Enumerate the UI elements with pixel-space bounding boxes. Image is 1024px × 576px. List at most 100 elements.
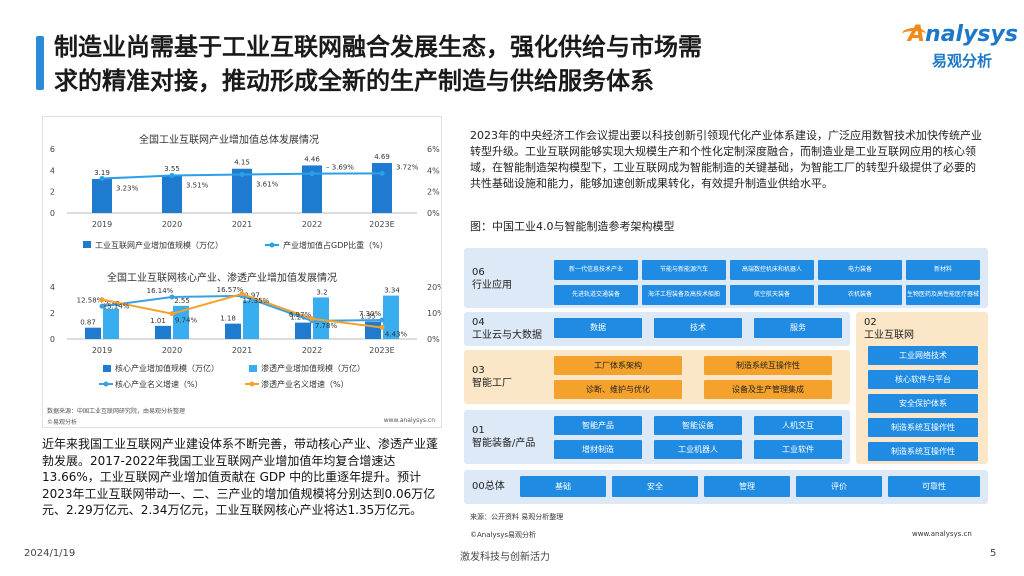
page-title: 制造业尚需基于工业互联网融合发展生态，强化供给与市场需 求的精准对接，推动形成全… bbox=[54, 30, 884, 98]
chart2-core-bar bbox=[295, 322, 311, 339]
app-biomedicine: 生物医药及高性能医疗器械 bbox=[906, 285, 980, 305]
row06-num: 06 bbox=[472, 267, 485, 278]
chart1-ytick-right: 6% bbox=[427, 145, 440, 154]
ii-network-tech: 工业网络技术 bbox=[868, 346, 978, 365]
chart2-legend-swatch-core bbox=[103, 365, 111, 372]
chart1-bar-label: 3.55 bbox=[164, 165, 180, 173]
row04-num: 04 bbox=[472, 317, 485, 328]
chart2-xtick: 2019 bbox=[92, 346, 112, 355]
chart2-title: 全国工业互联网核心产业、渗透产业增加值发展情况 bbox=[107, 273, 337, 284]
chart1-ytick-right: 4% bbox=[427, 166, 440, 175]
ii-interop-1: 制造系统互操作性 bbox=[868, 418, 978, 437]
chart2-core-label: 1.26 bbox=[290, 314, 306, 322]
chart2-core-growth-point bbox=[169, 294, 175, 300]
page-title-line-1: 制造业尚需基于工业互联网融合发展生态，强化供给与市场需 bbox=[54, 33, 702, 61]
chart2-penetration-bar bbox=[243, 300, 259, 339]
overall-evaluation: 评价 bbox=[796, 476, 882, 497]
chart2-penetration-label: 3.2 bbox=[316, 288, 327, 296]
row-smart-factory: 03 智能工厂 工厂体系架构 制造系统互操作性 诊断、维护与优化 设备及生产管理… bbox=[464, 350, 850, 404]
chart2-core-growth-label: 16.14% bbox=[147, 287, 174, 295]
chart1-bar bbox=[302, 165, 322, 213]
chart1-xtick: 2020 bbox=[162, 220, 182, 229]
row06-label: 06 行业应用 bbox=[472, 266, 512, 292]
equip-smart-device: 智能设备 bbox=[654, 416, 742, 435]
analysys-logo: Analysys 易观分析 bbox=[902, 22, 1018, 76]
chart2-core-growth-label: 7.30% bbox=[359, 310, 382, 318]
chart1-legend-bar: 工业互联网产业增加值规模（万亿） bbox=[95, 240, 223, 250]
chart1-ytick-left: 4 bbox=[50, 166, 55, 175]
row01-num: 01 bbox=[472, 425, 485, 436]
chart1-ytick-left: 2 bbox=[50, 188, 55, 197]
chart2-xtick: 2022 bbox=[302, 346, 322, 355]
architecture-source: 来源：公开资料 易观分析整理 bbox=[470, 513, 564, 521]
chart1-bar-label: 4.15 bbox=[234, 159, 250, 167]
chart2-legend-penetration: 渗透产业增加值规模（万亿） bbox=[261, 363, 365, 373]
overall-security: 安全 bbox=[612, 476, 698, 497]
chart2-xtick: 2020 bbox=[162, 346, 182, 355]
chart-source: 数据来源：中国工业互联网研究院，由易观分析整理 bbox=[47, 408, 186, 415]
page-number: 5 bbox=[990, 548, 997, 559]
chart1-gdp-point bbox=[309, 171, 315, 177]
equip-hci: 人机交互 bbox=[754, 416, 842, 435]
chart2-penetration-growth-point bbox=[309, 316, 315, 322]
row02-text: 工业互联网 bbox=[864, 330, 914, 341]
overall-reliability: 可靠性 bbox=[888, 476, 980, 497]
architecture-copyright: ©Analysys易观分析 bbox=[470, 531, 537, 539]
chart1-gdp-point bbox=[239, 171, 245, 177]
app-new-materials: 新材料 bbox=[906, 260, 980, 280]
equip-software: 工业软件 bbox=[754, 440, 842, 459]
row02-label: 02 工业互联网 bbox=[864, 316, 914, 342]
chart2-legend-penetration-growth: 渗透产业名义增速（%） bbox=[261, 379, 349, 389]
chart2-penetration-growth-label: 7.78% bbox=[315, 322, 338, 330]
app-new-energy-vehicles: 节能与新能源汽车 bbox=[642, 260, 726, 280]
chart1-bar-label: 4.46 bbox=[304, 155, 320, 163]
left-paragraph: 近年来我国工业互联网产业建设体系不断完善，带动核心产业、渗透产业蓬勃发展。201… bbox=[42, 437, 439, 517]
architecture-website: www.analysys.cn bbox=[912, 530, 972, 538]
chart1-bar-label: 4.69 bbox=[374, 153, 390, 161]
chart1-legend-swatch-dot bbox=[269, 242, 275, 248]
chart2-xtick: 2023E bbox=[369, 346, 394, 355]
footer-date: 2024/1/19 bbox=[24, 548, 76, 559]
app-cnc-robots: 高端数控机床和机器人 bbox=[730, 260, 814, 280]
chart2-svg: 0 2 4 0% 10% 20% 0.87 2.32 2019 1.01 2.55 2020 1.18 2… bbox=[50, 283, 441, 389]
ii-core-software: 核心软件与平台 bbox=[868, 370, 978, 389]
footer-slogan: 激发科技与创新活力 bbox=[460, 552, 550, 563]
chart2-penetration-label: 2.97 bbox=[244, 291, 260, 299]
chart1-svg: 0 2 4 6 0% 2% 4% 6% 3.19 2019 3.55 2020 4.15 2021 4.46… bbox=[50, 145, 440, 250]
chart2-ytick-left: 0 bbox=[50, 335, 55, 344]
chart2-legend-core: 核心产业增加值规模（万亿） bbox=[115, 363, 219, 373]
chart2-penetration-bar bbox=[103, 308, 119, 339]
chart-panel: 全国工业互联网产业增加值总体发展情况 0 2 4 6 0% 2% 4% 6% 3.19 2019 3… bbox=[42, 116, 442, 428]
app-rail-transit: 先进轨道交通装备 bbox=[554, 285, 638, 305]
chart2-penetration-growth-label: 15.14% bbox=[103, 303, 130, 311]
chart-copyright: ©易观分析 bbox=[47, 419, 78, 426]
equip-robot: 工业机器人 bbox=[654, 440, 742, 459]
factory-diagnosis: 诊断、维护与优化 bbox=[554, 380, 682, 399]
chart-website: www.analysys.cn bbox=[383, 417, 435, 424]
chart1-xtick: 2022 bbox=[302, 220, 322, 229]
chart1-bar bbox=[92, 178, 112, 213]
chart1-xtick: 2021 bbox=[232, 220, 252, 229]
chart2-penetration-bar bbox=[313, 297, 329, 339]
chart1-gdp-label: 3.23% bbox=[116, 185, 139, 193]
app-agri-machinery: 农机装备 bbox=[818, 285, 902, 305]
row02-num: 02 bbox=[864, 317, 877, 328]
chart1-ytick-right: 2% bbox=[427, 188, 440, 197]
row-cloud-bigdata: 04 工业云与大数据 数据 技术 服务 bbox=[464, 312, 850, 346]
chart2-penetration-growth-label: 17.35% bbox=[243, 297, 270, 305]
chart1-gdp-label: – 3.69% bbox=[326, 164, 354, 172]
factory-integration: 设备及生产管理集成 bbox=[704, 380, 832, 399]
chart2-core-label: 1.18 bbox=[220, 315, 236, 323]
chart1-gdp-label: 3.51% bbox=[186, 182, 209, 190]
chart2-penetration-growth-label: 4.43% bbox=[385, 330, 408, 338]
chart2-core-growth-point bbox=[99, 303, 105, 309]
chart2-ytick-right: 0% bbox=[427, 335, 440, 344]
chart1-gdp-label: 3.72% bbox=[396, 163, 419, 171]
chart1-gdp-point bbox=[379, 170, 385, 176]
chart1-legend-line: 产业增加值占GDP比重（%） bbox=[283, 240, 388, 250]
chart2-core-label: 1.35 bbox=[360, 312, 376, 320]
chart1-ytick-right: 0% bbox=[427, 209, 440, 218]
cloud-service: 服务 bbox=[754, 318, 842, 338]
chart2-xtick: 2021 bbox=[232, 346, 252, 355]
logo-chinese: 易观分析 bbox=[932, 52, 993, 70]
